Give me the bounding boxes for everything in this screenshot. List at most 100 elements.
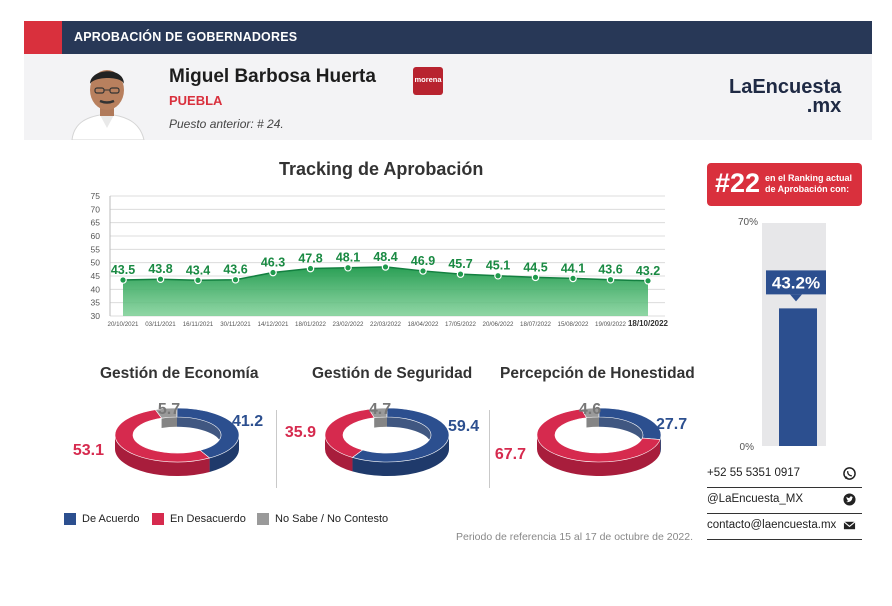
data-label: 44.1 <box>561 261 585 275</box>
data-label: 44.5 <box>523 260 547 274</box>
top-bar: APROBACIÓN DE GOBERNADORES <box>24 21 872 54</box>
contact-email-text: contacto@laencuesta.mx <box>707 519 837 531</box>
ranking-badge: #22 en el Ranking actual de Aprobación c… <box>707 163 862 206</box>
brand-logo: LaEncuesta .mx <box>729 76 842 117</box>
x-tick-label: 03/11/2021 <box>145 321 176 328</box>
y-tick-label: 35 <box>91 298 101 308</box>
party-logo: morena <box>413 67 443 95</box>
ranking-number: #22 <box>715 168 761 198</box>
contact-twitter-text: @LaEncuesta_MX <box>707 493 804 505</box>
donut-value-label: 53.1 <box>73 442 104 459</box>
legend-item-nsnc: No Sabe / No Contesto <box>257 513 388 525</box>
x-tick-label: 18/01/2022 <box>295 321 327 328</box>
contact-email[interactable]: contacto@laencuesta.mx <box>707 514 862 540</box>
donut-slice <box>536 408 661 463</box>
y-tick-label: 75 <box>91 191 101 201</box>
donut-value-label: 27.7 <box>656 416 687 433</box>
donut-inner-wall <box>387 417 431 445</box>
data-label: 46.3 <box>261 256 285 270</box>
honesty-title: Percepción de Honestidad <box>500 365 695 382</box>
x-tick-label: 22/03/2022 <box>370 321 402 328</box>
contact-twitter[interactable]: @LaEncuesta_MX <box>707 488 862 514</box>
donut-inner-wall <box>374 417 387 428</box>
data-point <box>531 273 540 282</box>
legend-label: No Sabe / No Contesto <box>275 513 389 525</box>
donut-value-label: 59.4 <box>448 418 479 435</box>
y-tick-label: 70 <box>91 204 101 214</box>
data-point <box>494 271 502 280</box>
donut-inner-wall <box>599 417 643 445</box>
legend-swatch <box>257 513 269 525</box>
y-tick-label: 50 <box>91 258 101 268</box>
data-point <box>456 270 465 278</box>
x-tick-label: 15/08/2022 <box>558 321 590 328</box>
value-label: 43.2% <box>772 273 820 292</box>
data-label: 45.7 <box>448 257 472 271</box>
donut-inner-wall <box>177 417 221 445</box>
legend-item-disagree: En Desacuerdo <box>152 513 246 525</box>
x-tick-label: 16/11/2021 <box>183 321 214 328</box>
tracking-chart: 30 35 40 45 50 55 60 65 70 75 43.5 20/10/2021 43.8 03… <box>91 191 669 328</box>
bar-fill <box>779 308 817 446</box>
area-series <box>123 266 648 316</box>
brand-domain: .mx <box>806 95 842 117</box>
donut-wall <box>209 435 239 472</box>
x-tick-label: 18/10/2022 <box>628 319 669 328</box>
donut-slice <box>351 407 450 463</box>
top-bar-accent <box>24 21 62 54</box>
security-title: Gestión de Seguridad <box>312 365 473 382</box>
data-point <box>306 264 315 273</box>
y-tick-label: 70% <box>738 217 758 228</box>
donut-value-label: 41.2 <box>232 413 263 430</box>
callout-pointer <box>790 294 802 302</box>
brand-name: LaEncuesta <box>729 76 842 98</box>
contact-phone[interactable]: +52 55 5351 0917 <box>707 462 862 488</box>
donut-value-label: 35.9 <box>285 424 316 441</box>
security-donut: 59.4 35.9 4.7 <box>285 401 479 476</box>
x-tick-label: 23/02/2022 <box>333 321 365 328</box>
data-point <box>269 268 277 277</box>
x-tick-label: 20/06/2022 <box>483 321 515 328</box>
previous-rank: Puesto anterior: # 24. <box>169 117 284 131</box>
donut-inner-wall <box>586 417 599 428</box>
legend-swatch <box>64 513 76 525</box>
data-label: 43.2 <box>636 264 660 278</box>
data-label: 43.6 <box>598 263 622 277</box>
data-point <box>231 275 240 284</box>
legend-label: De Acuerdo <box>82 513 140 525</box>
economy-donut: 41.2 53.1 5.7 <box>73 401 263 476</box>
whatsapp-icon <box>843 467 856 480</box>
data-label: 45.1 <box>486 259 510 273</box>
donut-slice <box>324 408 375 458</box>
donut-value-label: 67.7 <box>495 446 526 463</box>
mail-icon <box>843 521 856 530</box>
donut-value-label: 5.7 <box>158 401 180 418</box>
divider <box>276 410 277 488</box>
y-tick-label: 40 <box>91 284 101 294</box>
tracking-chart-title: Tracking de Aprobación <box>279 159 484 179</box>
data-label: 43.8 <box>148 262 172 276</box>
x-tick-label: 14/12/2021 <box>258 321 290 328</box>
donut-wall <box>325 435 353 472</box>
y-tick-label: 30 <box>91 311 101 321</box>
data-label: 46.9 <box>411 254 435 268</box>
y-tick-label: 65 <box>91 218 101 228</box>
y-tick-label: 55 <box>91 244 101 254</box>
x-tick-label: 19/09/2022 <box>595 321 627 328</box>
x-tick-label: 18/04/2022 <box>408 321 440 328</box>
x-tick-label: 30/11/2021 <box>220 321 251 328</box>
data-point <box>419 267 427 275</box>
data-point <box>569 274 577 283</box>
data-label: 47.8 <box>298 252 322 266</box>
data-label: 48.4 <box>373 250 397 264</box>
approval-bar-chart: 70% 0% 43.2% <box>738 217 826 453</box>
governor-name: Miguel Barbosa Huerta <box>169 66 376 87</box>
divider <box>489 410 490 488</box>
legend-label: En Desacuerdo <box>170 513 246 525</box>
donut-slice <box>114 409 211 463</box>
legend-item-agree: De Acuerdo <box>64 513 139 525</box>
value-callout <box>766 270 826 295</box>
data-point <box>119 276 127 284</box>
data-label: 43.4 <box>186 263 210 277</box>
data-point <box>344 263 352 272</box>
